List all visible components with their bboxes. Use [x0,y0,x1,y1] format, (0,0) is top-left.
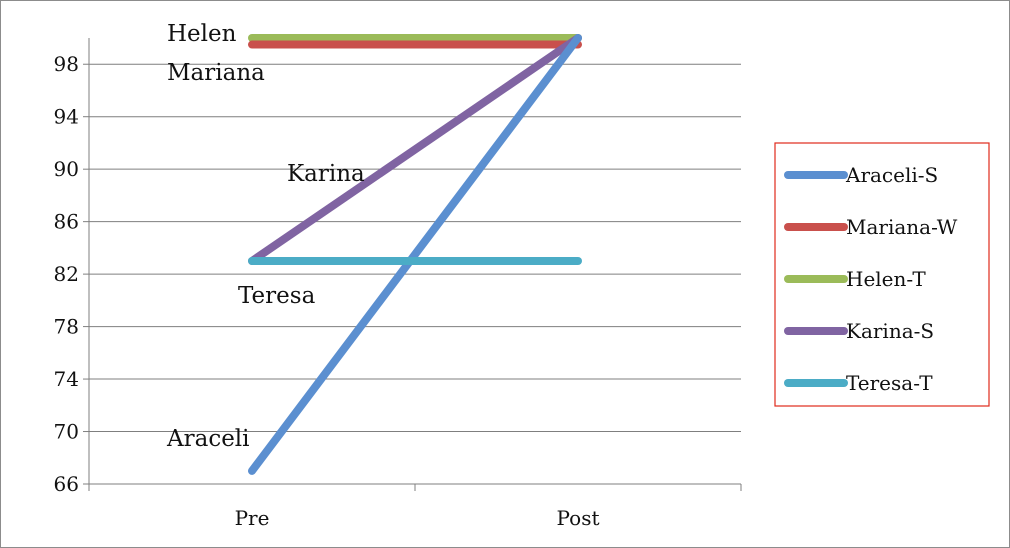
series-line-karina-s [248,34,582,265]
annotation-mariana: Mariana [167,60,265,86]
y-tick-label: 82 [54,262,79,286]
x-tick-label: Post [557,506,600,530]
y-tick-labels: 66 70 74 78 82 86 90 94 98 [54,52,79,496]
annotation-karina: Karina [287,161,365,187]
y-tick-label: 70 [54,420,79,444]
legend-label: Helen-T [846,267,926,291]
series-lines [248,34,582,475]
annotation-araceli: Araceli [166,426,250,452]
legend: Araceli-S Mariana-W Helen-T Karina-S Teresa-… [774,142,990,407]
annotations: Helen Mariana Karina Teresa Araceli [166,21,365,452]
y-tick-label: 78 [54,315,79,339]
annotation-teresa: Teresa [238,283,316,309]
y-tick-label: 74 [54,367,79,391]
x-tick-labels: Pre Post [235,506,600,530]
annotation-helen: Helen [167,21,237,47]
legend-label: Mariana-W [846,215,958,239]
y-tick-label: 66 [54,472,79,496]
y-tick-label: 86 [54,210,79,234]
y-tick-label: 98 [54,52,79,76]
axes [83,38,742,491]
y-tick-label: 94 [54,105,79,129]
legend-label: Araceli-S [845,163,938,187]
legend-box [774,142,990,407]
series-line-araceli-s [248,34,582,475]
legend-label: Teresa-T [846,371,933,395]
gridlines [89,63,741,433]
x-tick-label: Pre [235,506,270,530]
legend-label: Karina-S [846,319,934,343]
y-tick-label: 90 [54,157,79,181]
